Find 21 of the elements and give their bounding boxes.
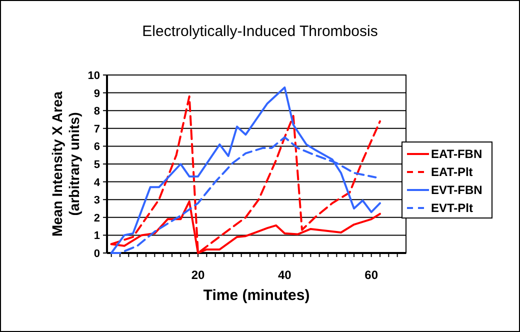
legend-label: EVT-Plt: [431, 201, 474, 215]
y-tick-label: 8: [94, 106, 100, 118]
y-tick-label: 5: [94, 159, 100, 171]
y-axis-title: Mean Intensity X Area (arbitrary units): [49, 91, 82, 236]
x-axis-title: Time (minutes): [203, 287, 310, 304]
legend-label: EAT-FBN: [431, 147, 482, 161]
y-tick-label: 0: [94, 248, 100, 260]
y-tick-label: 6: [94, 141, 100, 154]
y-tick-label: 10: [88, 70, 100, 82]
chart-title: Electrolytically-Induced Thrombosis: [142, 23, 378, 40]
y-tick-label: 1: [94, 230, 100, 242]
y-tick-label: 2: [94, 212, 100, 224]
legend-label: EVT-FBN: [431, 183, 482, 197]
x-tick-label: 40: [278, 268, 292, 282]
legend-label: EAT-Plt: [431, 165, 473, 179]
y-tick-label: 4: [94, 176, 101, 189]
y-tick-label: 3: [94, 194, 100, 207]
y-tick-label: 9: [94, 88, 100, 100]
x-tick-label: 20: [191, 268, 205, 282]
x-tick-label: 60: [364, 268, 378, 282]
y-tick-label: 7: [94, 123, 100, 136]
